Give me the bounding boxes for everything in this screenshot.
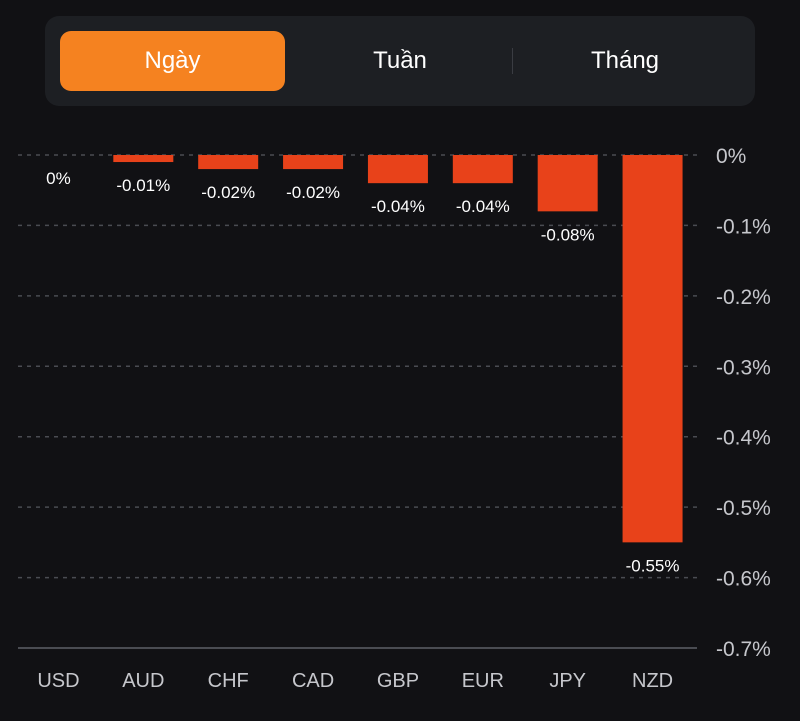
y-tick-label: -0.2%: [716, 286, 771, 309]
data-label-gbp: -0.04%: [371, 197, 425, 216]
x-tick-label: USD: [37, 670, 79, 692]
data-label-nzd: -0.55%: [626, 556, 680, 575]
x-tick-label: EUR: [462, 670, 504, 692]
data-label-aud: -0.01%: [116, 176, 170, 195]
x-axis: USD AUD CHF CAD GBP EUR JPY NZD: [37, 670, 673, 692]
tab-month[interactable]: Tháng: [590, 47, 660, 74]
data-label-jpy: -0.08%: [541, 225, 595, 244]
x-tick-label: GBP: [377, 670, 419, 692]
bar-gbp[interactable]: [367, 155, 428, 184]
y-tick-label: -0.5%: [716, 497, 771, 520]
period-selector: Ngày Tuần Tháng: [45, 16, 755, 106]
bar-aud[interactable]: [113, 155, 174, 163]
data-label-chf: -0.02%: [201, 183, 255, 202]
data-label-usd: 0%: [46, 169, 71, 188]
bars: [113, 155, 683, 543]
x-tick-label: NZD: [632, 670, 673, 692]
x-tick-label: CHF: [208, 670, 249, 692]
y-tick-label: -0.6%: [716, 568, 771, 591]
data-labels: 0% -0.01% -0.02% -0.02% -0.04% -0.04% -0.08% -0…: [46, 169, 679, 575]
tab-divider: [512, 48, 513, 74]
bar-jpy[interactable]: [537, 155, 598, 212]
y-tick-label: -0.4%: [716, 427, 771, 450]
y-axis: 0% -0.1% -0.2% -0.3% -0.4% -0.5% -0.6% -0.7%: [716, 145, 771, 661]
gridlines: [18, 154, 697, 649]
y-tick-label: -0.1%: [716, 215, 771, 238]
bar-chf[interactable]: [198, 155, 259, 170]
tab-week[interactable]: Tuần: [373, 47, 427, 74]
tab-day[interactable]: Ngày: [60, 31, 285, 91]
y-tick-label: -0.7%: [716, 638, 771, 661]
x-tick-label: AUD: [122, 670, 164, 692]
x-tick-label: CAD: [292, 670, 334, 692]
y-tick-label: -0.3%: [716, 356, 771, 379]
data-label-eur: -0.04%: [456, 197, 510, 216]
bar-eur[interactable]: [452, 155, 513, 184]
y-tick-label: 0%: [716, 145, 746, 168]
bar-nzd[interactable]: [622, 155, 683, 543]
x-tick-label: JPY: [549, 670, 586, 692]
bar-cad[interactable]: [283, 155, 344, 170]
data-label-cad: -0.02%: [286, 183, 340, 202]
